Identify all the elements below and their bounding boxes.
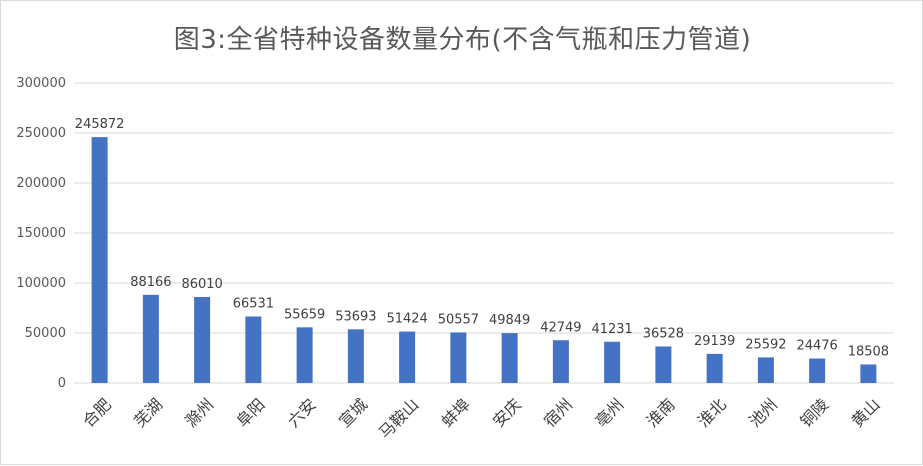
chart-title: 图3:全省特种设备数量分布(不含气瓶和压力管道) bbox=[173, 25, 752, 55]
data-label: 245872 bbox=[75, 117, 125, 132]
x-tick-label: 滁州 bbox=[181, 395, 217, 431]
bar bbox=[91, 137, 108, 383]
x-tick-label: 淮南 bbox=[643, 395, 679, 431]
bar bbox=[347, 329, 364, 383]
bar bbox=[604, 341, 621, 383]
data-label: 41231 bbox=[591, 322, 632, 337]
x-tick-label: 铜陵 bbox=[796, 395, 832, 431]
bar bbox=[142, 294, 159, 383]
x-tick-label: 宿州 bbox=[540, 395, 576, 431]
bar bbox=[245, 316, 262, 383]
y-tick-label: 150000 bbox=[16, 226, 66, 241]
data-label: 55659 bbox=[284, 307, 325, 322]
data-label: 42749 bbox=[540, 320, 581, 335]
data-label: 66531 bbox=[233, 296, 274, 311]
x-tick-label: 六安 bbox=[284, 395, 320, 431]
x-tick-label: 阜阳 bbox=[233, 395, 269, 431]
y-tick-label: 250000 bbox=[16, 126, 66, 141]
x-tick-label: 芜湖 bbox=[130, 395, 166, 431]
bar bbox=[552, 340, 569, 383]
data-label: 88166 bbox=[130, 275, 171, 290]
data-label: 36528 bbox=[643, 326, 684, 341]
x-tick-label: 宣城 bbox=[335, 395, 371, 431]
data-label: 25592 bbox=[745, 337, 786, 352]
bar bbox=[757, 357, 774, 383]
bar bbox=[194, 296, 211, 383]
data-label: 51424 bbox=[386, 312, 427, 327]
bar bbox=[809, 358, 826, 383]
y-tick-label: 0 bbox=[58, 376, 66, 391]
data-label: 53693 bbox=[335, 309, 376, 324]
bar bbox=[296, 327, 313, 383]
data-label: 86010 bbox=[181, 277, 222, 292]
data-label: 50557 bbox=[438, 312, 479, 327]
data-label: 49849 bbox=[489, 313, 530, 328]
x-tick-label: 马鞍山 bbox=[375, 395, 422, 442]
data-label: 24476 bbox=[796, 339, 837, 354]
bar bbox=[399, 331, 416, 383]
y-tick-label: 50000 bbox=[25, 326, 66, 341]
data-label: 29139 bbox=[694, 334, 735, 349]
x-tick-label: 合肥 bbox=[79, 395, 115, 431]
bar bbox=[450, 332, 467, 383]
y-tick-label: 100000 bbox=[16, 276, 66, 291]
x-tick-label: 黄山 bbox=[848, 395, 884, 431]
x-tick-label: 亳州 bbox=[591, 395, 627, 431]
x-tick-label: 淮北 bbox=[694, 395, 730, 431]
bar bbox=[501, 333, 518, 383]
x-tick-label: 蚌埠 bbox=[438, 395, 474, 431]
data-label: 18508 bbox=[848, 344, 889, 359]
y-tick-label: 300000 bbox=[16, 76, 66, 91]
bar bbox=[706, 353, 723, 383]
x-tick-label: 安庆 bbox=[489, 395, 525, 431]
x-tick-label: 池州 bbox=[745, 395, 781, 431]
bar bbox=[655, 346, 672, 383]
bar bbox=[860, 364, 877, 383]
y-tick-label: 200000 bbox=[16, 176, 66, 191]
